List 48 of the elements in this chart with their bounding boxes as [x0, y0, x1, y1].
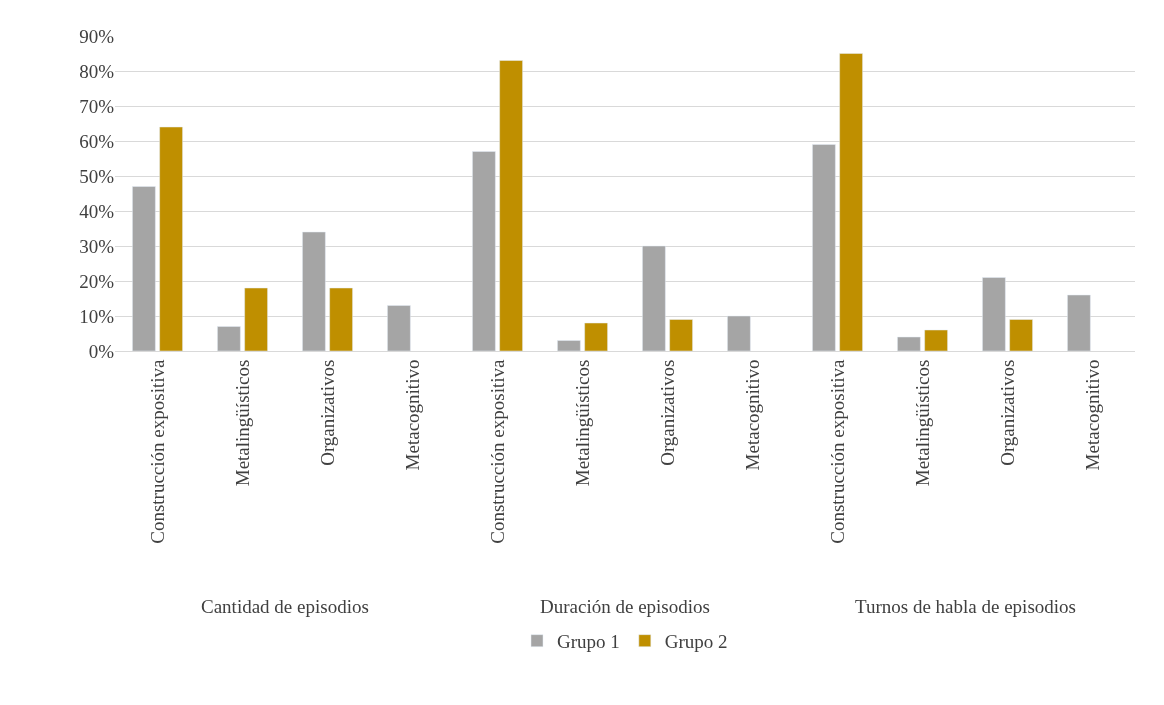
legend-label: Grupo 1	[557, 631, 620, 653]
text: Cantidad de episodios	[201, 596, 369, 617]
bar	[329, 287, 353, 351]
text: Turnos de habla de episodios	[855, 596, 1076, 617]
bar	[897, 336, 921, 351]
x-tick-label: Construcción expositiva	[486, 359, 508, 544]
x-tick-label: Metalingüísticos	[231, 359, 253, 487]
y-tick-label: 10%	[79, 305, 115, 327]
x-tick-label: Construcción expositiva	[826, 359, 848, 544]
bar	[812, 144, 836, 351]
bar	[499, 60, 523, 351]
y-tick-label: 80%	[79, 60, 115, 82]
bar	[924, 329, 948, 351]
y-tick-label: 70%	[79, 95, 115, 117]
bar	[727, 315, 751, 351]
y-tick-label: 20%	[79, 270, 115, 292]
y-tick-label: 50%	[79, 165, 115, 187]
bar	[642, 245, 666, 351]
x-tick-label: Metacognitivo	[741, 359, 763, 471]
y-tick-label: 30%	[79, 235, 115, 257]
bar	[1067, 294, 1091, 351]
x-tick-label: Organizativos	[316, 359, 338, 466]
bar	[302, 231, 326, 351]
x-tick-label: Organizativos	[656, 359, 678, 466]
bar	[557, 340, 581, 351]
y-tick-label: 60%	[79, 130, 115, 152]
bar	[159, 126, 183, 351]
text: Duración de episodios	[540, 596, 710, 617]
legend-label: Grupo 2	[664, 631, 728, 653]
bar	[669, 319, 693, 351]
bar	[1009, 319, 1033, 351]
y-tick-label: 40%	[79, 200, 115, 222]
y-tick-label: 0%	[88, 340, 115, 362]
bar	[244, 287, 268, 351]
x-tick-label: Metalingüísticos	[571, 359, 593, 487]
x-tick-label: Construcción expositiva	[146, 359, 168, 544]
x-tick-label: Metacognitivo	[1081, 359, 1103, 471]
bar	[472, 151, 496, 351]
bar	[132, 186, 156, 351]
x-tick-label: Metacognitivo	[401, 359, 423, 471]
bar	[839, 53, 863, 351]
bar	[387, 305, 411, 351]
bar	[217, 326, 241, 351]
y-tick-label: 90%	[79, 25, 115, 47]
bar	[982, 277, 1006, 351]
bar	[584, 322, 608, 351]
x-tick-label: Metalingüísticos	[911, 359, 933, 487]
x-tick-label: Organizativos	[996, 359, 1018, 466]
